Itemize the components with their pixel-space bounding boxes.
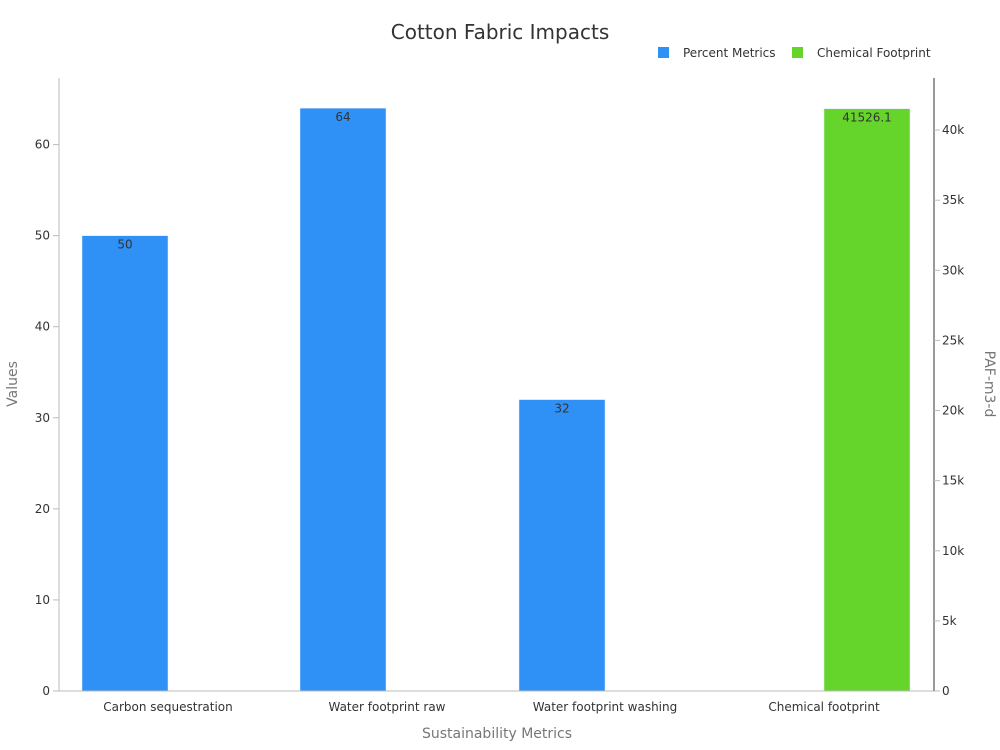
left-tick-label: 0 [42,684,50,698]
right-y-axis-ticks: 0 5k 10k 15k 20k 25k 30k 35k 40k [934,123,964,698]
left-tick-label: 30 [35,411,50,425]
chart-title: Cotton Fabric Impacts [391,20,610,44]
x-axis-title: Sustainability Metrics [422,726,572,742]
left-tick-label: 40 [35,320,50,334]
right-tick-label: 0 [942,684,950,698]
right-tick-label: 30k [942,263,964,277]
bar-water-footprint-washing-percent-metrics[interactable] [518,399,606,692]
x-axis-ticks: Carbon sequestration Water footprint raw W… [103,700,880,714]
right-tick-label: 35k [942,193,964,207]
data-label-water-footprint-washing: 32 [554,402,569,416]
right-tick-label: 5k [942,614,957,628]
legend-item-percent-metrics[interactable]: Percent Metrics [658,46,776,60]
y-axis-title: Values [5,361,21,407]
data-label-water-footprint-raw: 64 [335,110,350,124]
legend-item-chemical-footprint[interactable]: Chemical Footprint [792,46,931,60]
right-tick-label: 15k [942,474,964,488]
legend-label-percent-metrics: Percent Metrics [683,46,776,60]
legend-swatch-percent-metrics [658,47,669,58]
y2-axis-title: PAF-m3-d [981,351,997,418]
bars-layer [81,107,911,692]
legend-label-chemical-footprint: Chemical Footprint [817,46,931,60]
bar-water-footprint-raw-percent-metrics[interactable] [299,107,387,692]
data-label-chemical-footprint: 41526.1 [842,111,892,125]
left-tick-label: 60 [35,138,50,152]
right-tick-label: 40k [942,123,964,137]
left-tick-label: 50 [35,229,50,243]
right-tick-label: 25k [942,333,964,347]
legend-swatch-chemical-footprint [792,47,803,58]
right-tick-label: 10k [942,544,964,558]
data-label-carbon-sequestration: 50 [117,238,132,252]
bar-chemical-footprint-chemical-footprint[interactable] [823,108,911,692]
left-y-axis-ticks: 0 10 20 30 40 50 60 [35,138,59,698]
left-tick-label: 10 [35,593,50,607]
x-tick-label-chemical-footprint: Chemical footprint [768,700,880,714]
right-tick-label: 20k [942,404,964,418]
x-tick-label-water-footprint-raw: Water footprint raw [328,700,445,714]
legend: Percent Metrics Chemical Footprint [658,46,931,60]
x-tick-label-carbon-sequestration: Carbon sequestration [103,700,233,714]
left-tick-label: 20 [35,502,50,516]
bar-carbon-sequestration-percent-metrics[interactable] [81,235,169,692]
x-tick-label-water-footprint-washing: Water footprint washing [533,700,678,714]
bar-labels-layer: 50 64 32 41526.1 [117,110,891,415]
